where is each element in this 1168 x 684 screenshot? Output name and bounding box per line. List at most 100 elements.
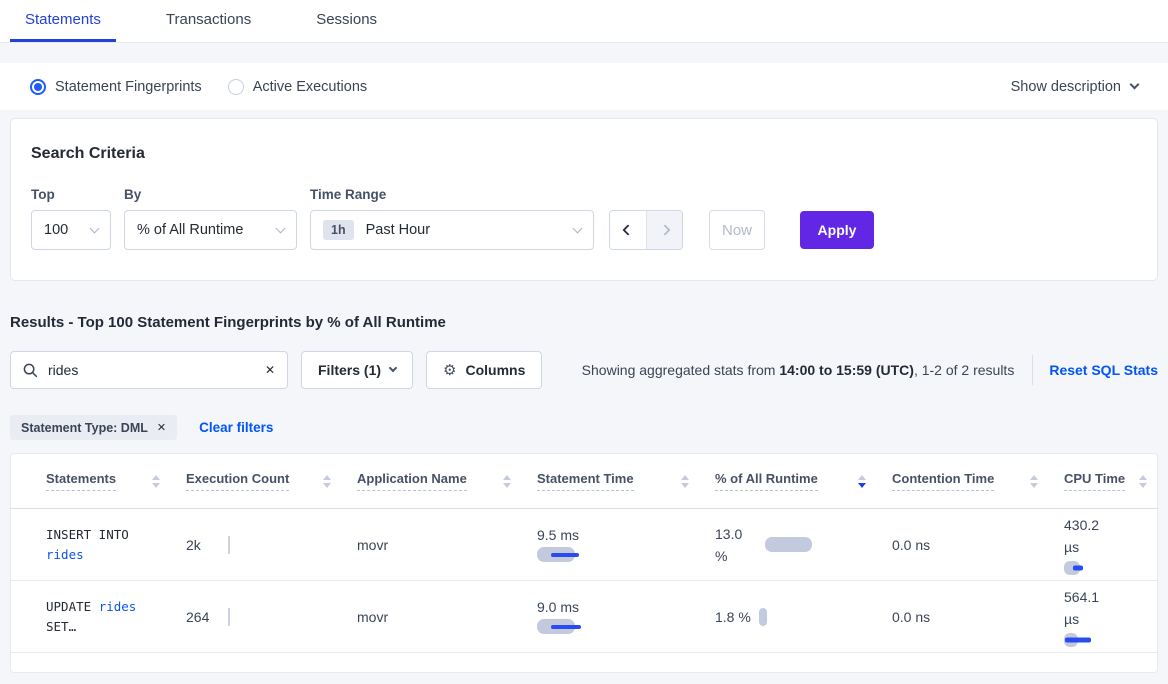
search-criteria-card: Search Criteria Top 100 By % of All Runt…	[10, 118, 1158, 281]
sort-icon-active-desc	[858, 474, 866, 488]
time-range-badge: 1h	[323, 220, 354, 240]
search-criteria-title: Search Criteria	[31, 145, 145, 162]
columns-label: Columns	[465, 362, 526, 378]
statement-time-cell: 9.5 ms	[537, 527, 715, 562]
column-header-statement-time[interactable]: Statement Time	[537, 471, 715, 491]
now-button[interactable]: Now	[709, 210, 765, 250]
execution-count-cell: 2k	[186, 535, 357, 554]
chip-label: Statement Type: DML	[21, 420, 148, 435]
top-select[interactable]: 100	[31, 210, 111, 250]
columns-button[interactable]: ⚙ Columns	[426, 351, 543, 389]
sort-icon	[681, 474, 689, 488]
sort-icon	[1030, 474, 1038, 488]
tab-statements[interactable]: Statements	[10, 0, 116, 42]
pct-runtime-bar	[758, 607, 767, 626]
by-field: By % of All Runtime	[124, 187, 297, 250]
search-input[interactable]	[48, 362, 255, 378]
chevron-down-icon	[572, 223, 583, 233]
chevron-down-icon	[1129, 79, 1140, 90]
gear-icon: ⚙	[443, 361, 457, 379]
top-field: Top 100	[31, 187, 111, 250]
statement-type-chip: Statement Type: DML ✕	[10, 415, 178, 440]
table-row: INSERT INTO rides 2k movr 9.5 ms 13.0 % …	[11, 509, 1157, 581]
statement-fingerprint-link[interactable]: INSERT INTO rides	[46, 526, 129, 562]
clear-search-icon[interactable]: ✕	[264, 363, 275, 377]
sort-icon	[152, 474, 160, 488]
table-name-link[interactable]: rides	[98, 598, 137, 614]
top-select-value: 100	[44, 222, 69, 238]
by-label: By	[124, 187, 142, 202]
sort-icon	[503, 474, 511, 488]
execution-count-cell: 264	[186, 607, 357, 626]
sort-icon	[1139, 474, 1147, 488]
column-header-statements[interactable]: Statements	[46, 471, 186, 491]
chevron-down-icon	[89, 223, 100, 233]
chevron-down-icon	[275, 223, 286, 233]
cpu-time-cell: 564.1 µs	[1064, 586, 1157, 647]
results-heading: Results - Top 100 Statement Fingerprints…	[10, 314, 446, 331]
statement-time-bar	[537, 619, 715, 634]
filters-button[interactable]: Filters (1)	[301, 351, 414, 389]
column-header-contention-time[interactable]: Contention Time	[892, 471, 1064, 491]
by-select[interactable]: % of All Runtime	[124, 210, 297, 250]
reset-sql-stats-link[interactable]: Reset SQL Stats	[1049, 362, 1158, 378]
time-pager	[609, 210, 683, 250]
statement-search-box: ✕	[10, 351, 288, 389]
radio-active-executions[interactable]: Active Executions	[227, 78, 368, 95]
table-name-link[interactable]: rides	[46, 546, 84, 562]
radio-statement-fingerprints[interactable]: Statement Fingerprints	[30, 78, 202, 95]
pct-runtime-bar	[765, 537, 812, 552]
sort-icon	[323, 474, 331, 488]
application-name-cell: movr	[357, 608, 389, 625]
tab-sessions[interactable]: Sessions	[316, 11, 378, 28]
cpu-time-cell: 430.2 µs	[1064, 514, 1157, 575]
chevron-down-icon	[388, 363, 398, 373]
view-radio-group: Statement Fingerprints Active Executions	[30, 78, 368, 95]
time-range-content: 1h Past Hour	[323, 220, 430, 240]
time-range-label: Time Range	[310, 187, 387, 202]
top-tab-bar: Statements Transactions Sessions	[0, 0, 1168, 43]
radio-unselected-icon	[227, 78, 244, 95]
execution-count-bar	[228, 535, 230, 554]
radio-label: Active Executions	[252, 78, 368, 95]
table-header-row: Statements Execution Count Application N…	[11, 454, 1157, 509]
remove-chip-icon[interactable]: ✕	[156, 421, 167, 434]
time-forward-button[interactable]	[646, 211, 682, 249]
radio-selected-icon	[30, 78, 46, 95]
contention-time-cell: 0.0 ns	[892, 608, 931, 625]
statement-fingerprint-link[interactable]: UPDATE rides SET…	[46, 598, 137, 634]
time-range-value: Past Hour	[365, 222, 431, 238]
application-name-cell: movr	[357, 536, 389, 553]
top-label: Top	[31, 187, 55, 202]
contention-time-cell: 0.0 ns	[892, 536, 931, 553]
column-header-execution-count[interactable]: Execution Count	[186, 471, 357, 491]
column-header-application-name[interactable]: Application Name	[357, 471, 537, 491]
execution-count-bar	[228, 607, 230, 626]
results-controls: ✕ Filters (1) ⚙ Columns Showing aggregat…	[10, 351, 1158, 389]
show-description-label: Show description	[1010, 78, 1121, 95]
chevron-left-icon	[622, 224, 634, 236]
by-select-value: % of All Runtime	[137, 222, 244, 238]
divider	[1032, 355, 1034, 385]
clear-filters-link[interactable]: Clear filters	[199, 420, 274, 435]
time-range-select[interactable]: 1h Past Hour	[310, 210, 594, 250]
statement-time-cell: 9.0 ms	[537, 599, 715, 634]
tab-transactions[interactable]: Transactions	[165, 11, 252, 28]
column-header-pct-runtime[interactable]: % of All Runtime	[715, 471, 892, 491]
filters-label: Filters (1)	[318, 362, 382, 378]
statement-time-bar	[537, 547, 715, 562]
search-criteria-controls: Top 100 By % of All Runtime Time Range 1…	[31, 187, 1137, 250]
cpu-time-bar	[1064, 633, 1157, 647]
search-icon	[23, 363, 38, 377]
chevron-right-icon	[658, 224, 671, 236]
time-back-button[interactable]	[610, 211, 646, 249]
stats-time-range: 14:00 to 15:59 (UTC)	[779, 362, 914, 378]
column-header-cpu-time[interactable]: CPU Time	[1064, 471, 1157, 491]
pct-runtime-cell: 1.8 %	[715, 606, 892, 628]
show-description-toggle[interactable]: Show description	[1010, 78, 1140, 95]
apply-button[interactable]: Apply	[800, 211, 874, 249]
pct-runtime-cell: 13.0 %	[715, 523, 892, 567]
time-range-field: Time Range 1h Past Hour	[310, 187, 594, 250]
aggregated-stats-text: Showing aggregated stats from 14:00 to 1…	[581, 362, 1015, 378]
cpu-time-bar	[1064, 561, 1157, 575]
